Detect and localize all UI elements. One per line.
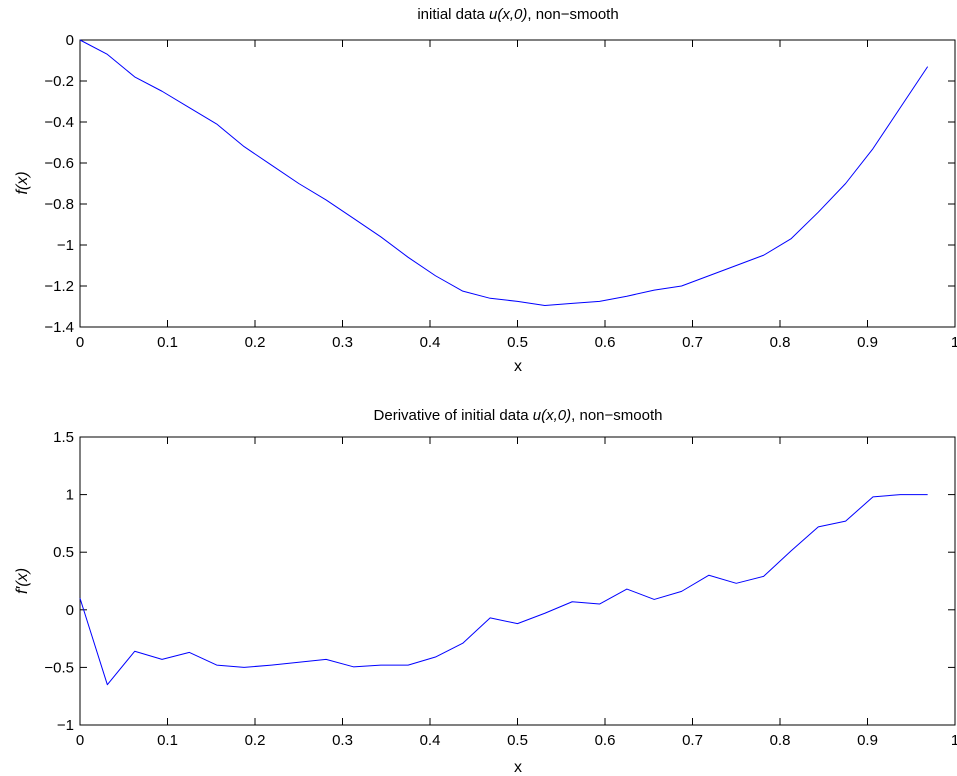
y-tick-label: 0 <box>66 32 74 49</box>
y-tick-label: 0.5 <box>53 544 74 561</box>
y-axis-label: f(x) <box>14 171 31 194</box>
x-tick-label: 0.5 <box>507 334 528 351</box>
plot-area <box>79 436 956 726</box>
y-tick-label: −0.5 <box>44 659 74 676</box>
x-tick-label: 0.3 <box>332 732 353 749</box>
subplot-title: Derivative of initial data u(x,0), non−s… <box>374 407 663 424</box>
x-tick-label: 0.3 <box>332 334 353 351</box>
x-tick-label: 0.2 <box>245 334 266 351</box>
x-tick-label: 1 <box>951 334 957 351</box>
x-tick-label: 0.6 <box>595 334 616 351</box>
y-tick-label: −1 <box>57 717 74 734</box>
x-tick-label: 0.5 <box>507 732 528 749</box>
x-tick-label: 0.4 <box>420 334 441 351</box>
x-axis-label: x <box>514 358 522 375</box>
x-tick-label: 0.9 <box>857 334 878 351</box>
x-tick-label: 0.2 <box>245 732 266 749</box>
x-tick-label: 0.8 <box>770 732 791 749</box>
series-line <box>79 494 928 686</box>
x-axis-label: x <box>514 759 522 776</box>
series-group <box>79 39 929 306</box>
y-ticks: −1 −0.5 0 0.5 1 1.5 <box>44 429 955 734</box>
x-tick-label: 0.9 <box>857 732 878 749</box>
subplot-title: initial data u(x,0), non−smooth <box>417 6 618 23</box>
y-tick-label: −0.4 <box>44 114 74 131</box>
x-tick-label: 0.6 <box>595 732 616 749</box>
series-line <box>79 39 929 306</box>
x-tick-label: 0.1 <box>157 334 178 351</box>
subplot-derivative: Derivative of initial data u(x,0), non−s… <box>14 407 957 776</box>
y-tick-label: 1 <box>66 487 74 504</box>
plot-area <box>79 39 956 328</box>
y-ticks: 0 −0.2 −0.4 −0.6 −0.8 −1 −1.2 −1.4 <box>44 32 955 336</box>
x-ticks: 0 0.1 0.2 0.3 0.4 0.5 0.6 0.7 0.8 0.9 1 <box>76 437 957 749</box>
y-tick-label: −1 <box>57 237 74 254</box>
x-tick-label: 0.8 <box>770 334 791 351</box>
y-axis-label: f′(x) <box>14 568 31 594</box>
x-tick-label: 0.1 <box>157 732 178 749</box>
x-ticks: 0 0.1 0.2 0.3 0.4 0.5 0.6 0.7 0.8 0.9 1 <box>76 40 957 351</box>
subplot-initial-data: initial data u(x,0), non−smooth 0 0.1 0.2 0… <box>14 6 957 375</box>
y-tick-label: 0 <box>66 602 74 619</box>
y-tick-label: −1.2 <box>44 278 74 295</box>
y-tick-label: 1.5 <box>53 429 74 446</box>
x-tick-label: 0.7 <box>682 334 703 351</box>
y-tick-label: −0.2 <box>44 73 74 90</box>
y-tick-label: −0.8 <box>44 196 74 213</box>
x-tick-label: 1 <box>951 732 957 749</box>
x-tick-label: 0.4 <box>420 732 441 749</box>
y-tick-label: −1.4 <box>44 319 74 336</box>
x-tick-label: 0.7 <box>682 732 703 749</box>
y-tick-label: −0.6 <box>44 155 74 172</box>
x-tick-label: 0 <box>76 334 84 351</box>
series-group <box>79 494 928 686</box>
x-tick-label: 0 <box>76 732 84 749</box>
